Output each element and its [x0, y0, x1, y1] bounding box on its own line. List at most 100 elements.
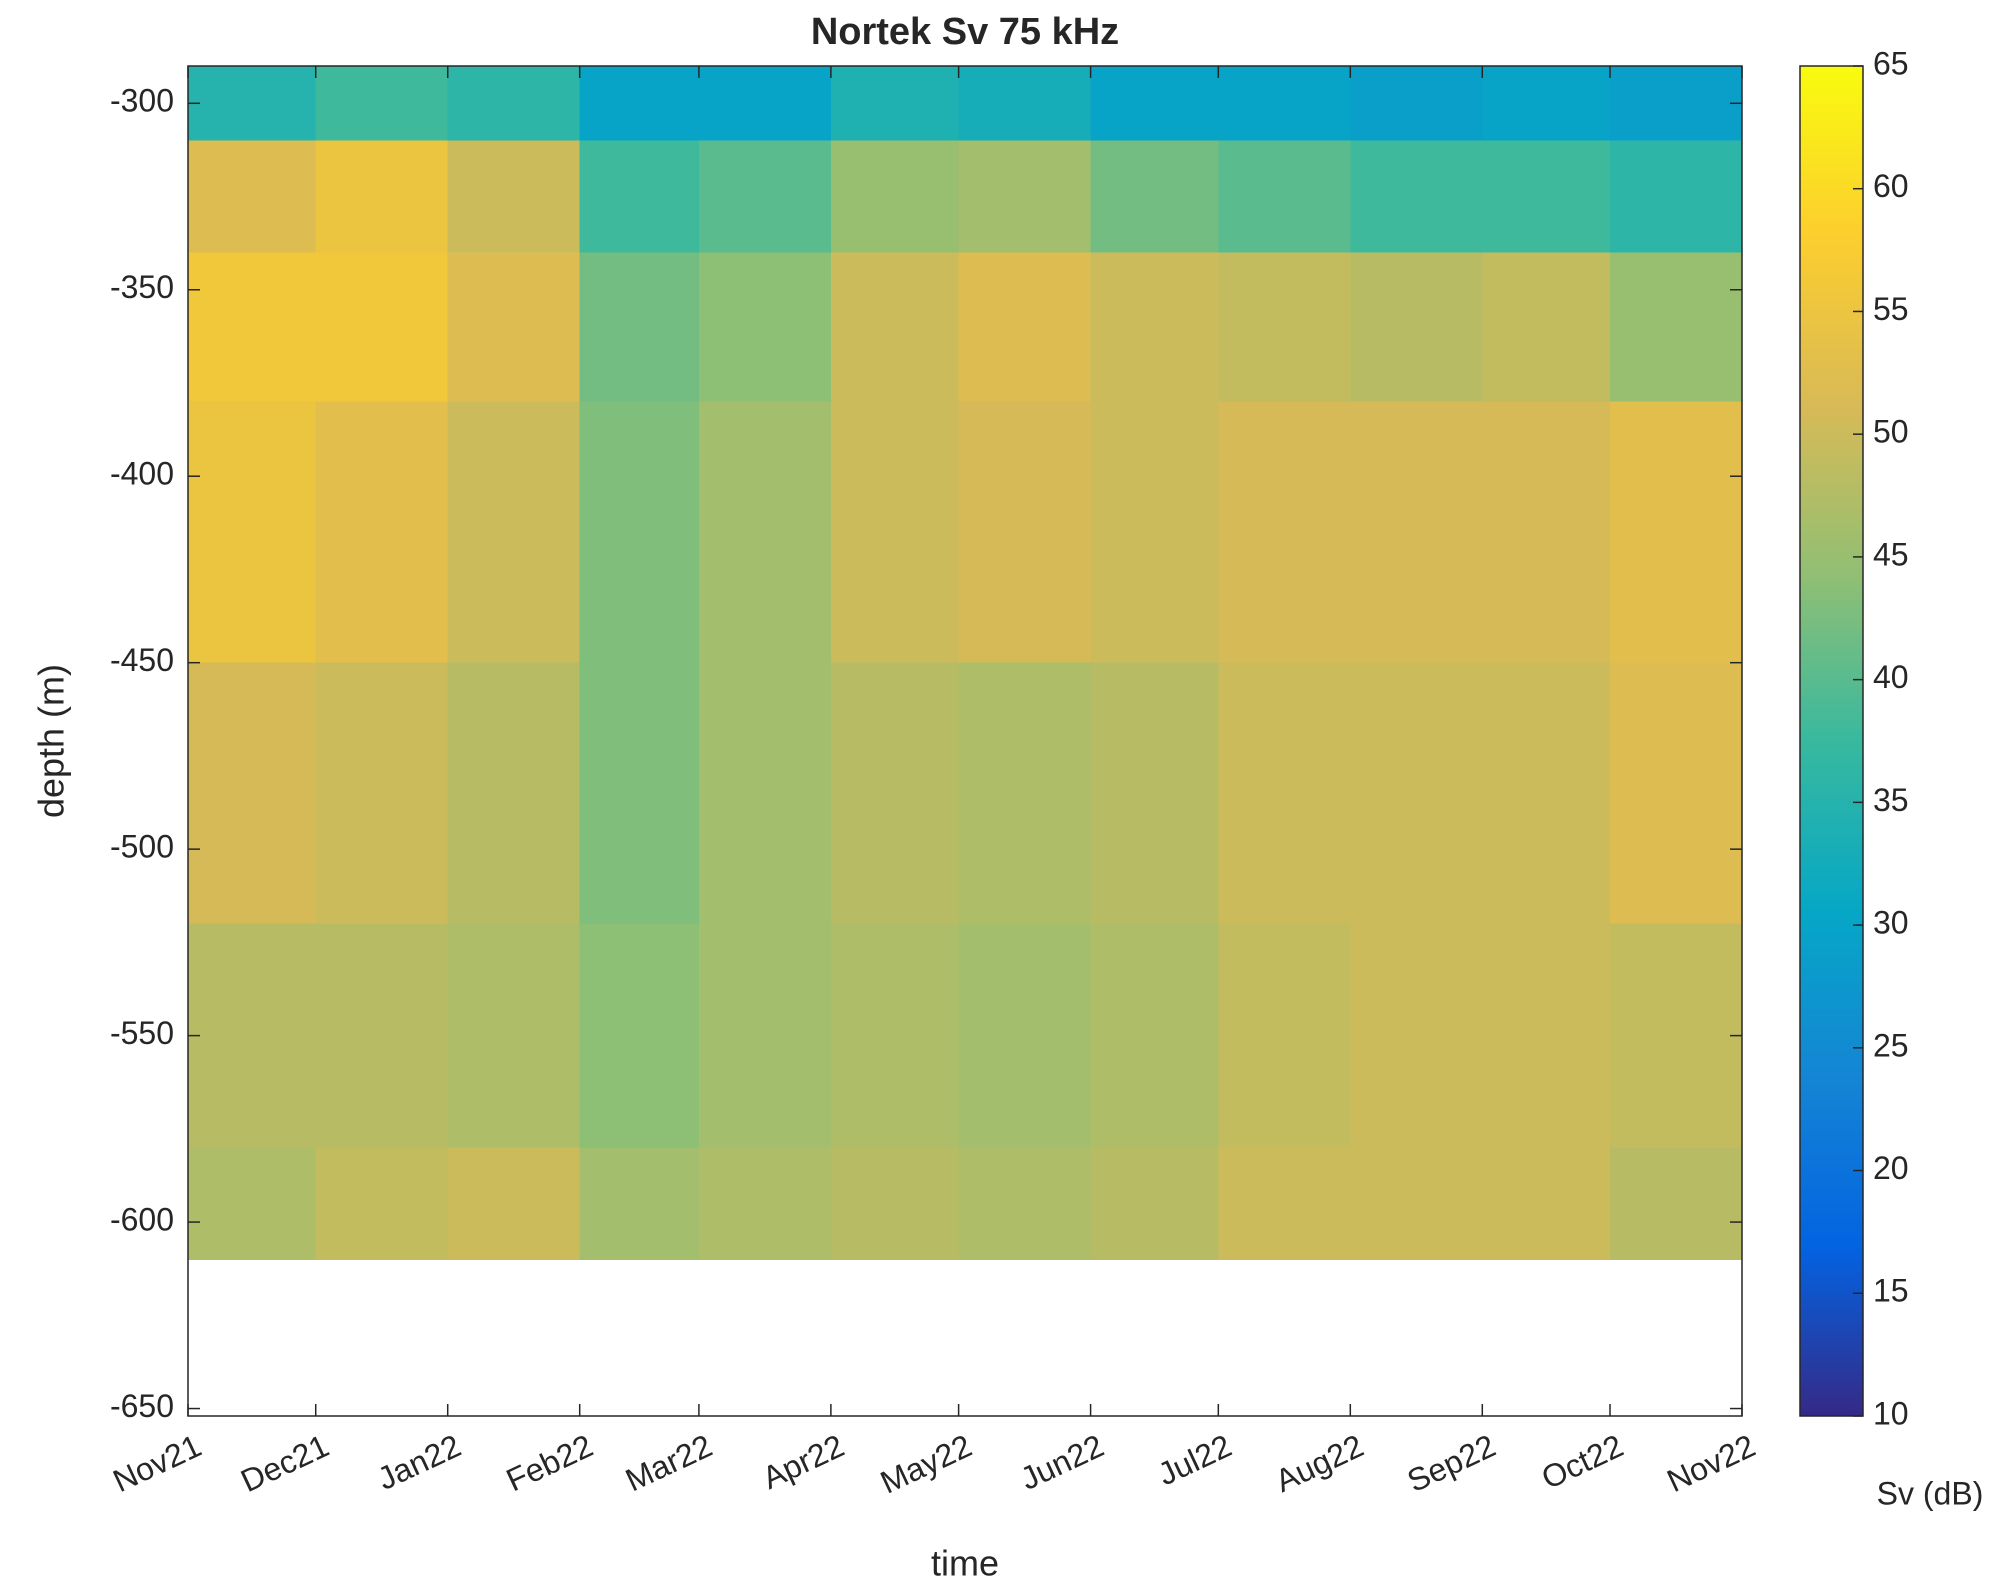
colorbar-tick-label: 45 — [1873, 536, 1909, 572]
heatmap-cell — [1610, 1147, 1743, 1260]
heatmap-cell — [1482, 923, 1611, 1148]
y-tick-label: -400 — [110, 456, 174, 492]
heatmap-cell — [1218, 66, 1351, 142]
heatmap-cell — [1218, 140, 1351, 253]
heatmap-cell — [188, 140, 317, 253]
heatmap-cell — [188, 66, 317, 142]
heatmap-cell — [830, 923, 960, 1148]
x-tick-label: Dec21 — [235, 1427, 334, 1499]
heatmap-cell — [958, 662, 1092, 925]
chart-title: Nortek Sv 75 kHz — [811, 11, 1119, 53]
x-tick-label: Nov22 — [1661, 1427, 1760, 1499]
x-tick-label: Aug22 — [1270, 1427, 1369, 1499]
x-tick-label: Jan22 — [372, 1427, 466, 1496]
heatmap-cell — [830, 140, 960, 253]
heatmap-cell — [1218, 1147, 1351, 1260]
heatmap-cell — [958, 923, 1092, 1148]
heatmap-cell — [1610, 401, 1743, 664]
heatmap-cell — [1482, 66, 1611, 142]
colorbar-tick-label: 50 — [1873, 414, 1909, 450]
heatmap-cell — [1610, 923, 1743, 1148]
x-tick-label: Feb22 — [501, 1427, 598, 1498]
heatmap-cell — [958, 140, 1092, 253]
heatmap-cell — [698, 401, 832, 664]
heatmap-cell — [1090, 662, 1219, 925]
heatmap-cell — [447, 923, 581, 1148]
heatmap-cell — [958, 252, 1092, 403]
heatmap-cell — [315, 1147, 449, 1260]
x-tick-label: Jun22 — [1015, 1427, 1109, 1496]
heatmap-cell — [1218, 923, 1351, 1148]
heatmap-cell — [447, 140, 581, 253]
heatmap-cell — [315, 252, 449, 403]
heatmap-cell — [1482, 662, 1611, 925]
colorbar-tick-label: 35 — [1873, 782, 1909, 818]
heatmap-cell — [315, 140, 449, 253]
colorbar-tick-label: 25 — [1873, 1027, 1909, 1063]
x-tick-label: Mar22 — [620, 1427, 717, 1498]
heatmap-cell — [1482, 1147, 1611, 1260]
heatmap-cell — [830, 1147, 960, 1260]
heatmap-cell — [188, 923, 317, 1148]
heatmap-cell — [315, 401, 449, 664]
heatmap-cell — [579, 923, 700, 1148]
y-axis-label: depth (m) — [31, 664, 72, 818]
heatmap-cell — [447, 66, 581, 142]
heatmap-cell — [830, 401, 960, 664]
heatmap-cell — [698, 923, 832, 1148]
heatmap-cell — [1610, 662, 1743, 925]
colorbar-tick-label: 20 — [1873, 1150, 1909, 1186]
heatmap-cell — [698, 66, 832, 142]
heatmap-cell — [579, 662, 700, 925]
heatmap-cell — [1350, 252, 1483, 403]
colorbar — [1800, 66, 1863, 1416]
heatmap-cell — [188, 662, 317, 925]
heatmap-cell — [315, 923, 449, 1148]
heatmap-cell — [579, 140, 700, 253]
heatmap-cell — [188, 401, 317, 664]
y-tick-label: -300 — [110, 83, 174, 119]
heatmap-cell — [698, 662, 832, 925]
heatmap-cell — [1090, 923, 1219, 1148]
heatmap-cell — [830, 662, 960, 925]
heatmap-cell — [447, 252, 581, 403]
heatmap-cell — [447, 1147, 581, 1260]
heatmap-cell — [958, 66, 1092, 142]
heatmap-cell — [1090, 401, 1219, 664]
heatmap-cell — [188, 1147, 317, 1260]
heatmap-cell — [1218, 252, 1351, 403]
heatmap-cell — [958, 1147, 1092, 1260]
colorbar-tick-label: 55 — [1873, 291, 1909, 327]
heatmap-cell — [579, 66, 700, 142]
heatmap-cell — [1610, 140, 1743, 253]
colorbar-tick-label: 15 — [1873, 1273, 1909, 1309]
heatmap-cell — [1482, 252, 1611, 403]
heatmap-cell — [1482, 140, 1611, 253]
heatmap-cell — [1090, 1147, 1219, 1260]
heatmap-cell — [1350, 66, 1483, 142]
heatmap-cell — [447, 662, 581, 925]
heatmap-cell — [698, 140, 832, 253]
y-tick-label: -600 — [110, 1202, 174, 1238]
x-tick-label: Jul22 — [1152, 1427, 1237, 1492]
heatmap-cell — [1350, 1147, 1483, 1260]
heatmap-cell — [579, 1147, 700, 1260]
heatmap-cell — [579, 401, 700, 664]
x-axis-label: time — [931, 1543, 999, 1584]
heatmap-cell — [447, 401, 581, 664]
heatmap-cell — [1350, 662, 1483, 925]
y-tick-label: -650 — [110, 1388, 174, 1424]
x-tick-label: Nov21 — [107, 1427, 206, 1499]
heatmap-cell — [579, 252, 700, 403]
colorbar-tick-label: 60 — [1873, 168, 1909, 204]
plot-frame — [187, 65, 1743, 1417]
heatmap-cell — [1482, 401, 1611, 664]
heatmap-cell — [1218, 662, 1351, 925]
heatmap-cell — [830, 66, 960, 142]
x-tick-label: Apr22 — [757, 1427, 850, 1496]
x-tick-label: Sep22 — [1402, 1427, 1501, 1499]
colorbar-tick-label: 40 — [1873, 659, 1909, 695]
heatmap-cell — [1350, 401, 1483, 664]
